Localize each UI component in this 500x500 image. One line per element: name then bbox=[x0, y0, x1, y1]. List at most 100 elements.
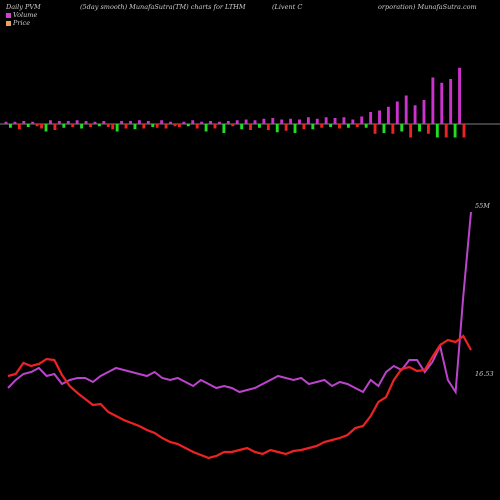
volume-bar bbox=[191, 120, 195, 124]
volume-bar bbox=[311, 124, 315, 130]
volume-bar bbox=[262, 118, 266, 124]
volume-bar bbox=[80, 124, 84, 129]
volume-bar bbox=[351, 119, 355, 124]
volume-bar bbox=[329, 124, 333, 127]
volume-bar bbox=[444, 124, 448, 138]
volume-bar bbox=[382, 124, 386, 133]
volume-bar bbox=[120, 121, 124, 124]
volume-bar bbox=[422, 100, 426, 124]
volume-bar bbox=[97, 124, 101, 127]
header-title: (5day smooth) MunafaSutra(TM) charts for… bbox=[80, 3, 246, 11]
volume-bar bbox=[57, 121, 61, 124]
volume-bar bbox=[173, 124, 177, 127]
volume-bar bbox=[124, 124, 128, 129]
volume-bar bbox=[418, 124, 421, 132]
volume-bar bbox=[373, 124, 377, 134]
volume-bar bbox=[200, 121, 204, 124]
volume-bar bbox=[435, 124, 439, 138]
volume-bar bbox=[338, 124, 341, 129]
volume-bar bbox=[164, 124, 168, 129]
header-company-a: (Livent C bbox=[272, 3, 303, 11]
volume-bar bbox=[222, 124, 226, 133]
volume-bar bbox=[49, 120, 52, 124]
volume-bar bbox=[133, 124, 137, 130]
volume-bar bbox=[386, 106, 390, 124]
volume-bar bbox=[115, 124, 119, 132]
volume-bar bbox=[289, 118, 293, 124]
legend-volume: Volume bbox=[6, 11, 37, 19]
volume-bar bbox=[235, 120, 239, 124]
volume-bar bbox=[151, 124, 155, 127]
volume-bar bbox=[169, 121, 172, 124]
volume-bar bbox=[102, 121, 106, 124]
volume-bar bbox=[22, 121, 26, 124]
volume-bar bbox=[93, 121, 97, 124]
volume-bar bbox=[26, 124, 30, 127]
volume-bar bbox=[258, 124, 261, 128]
volume-bar bbox=[40, 124, 44, 129]
volume-bar bbox=[240, 124, 244, 130]
volume-bars bbox=[4, 67, 466, 138]
annotation-high: 55M bbox=[475, 202, 490, 210]
legend-price-swatch bbox=[6, 20, 11, 26]
volume-bar bbox=[458, 67, 461, 124]
volume-bar bbox=[333, 118, 337, 124]
volume-bar bbox=[266, 124, 270, 130]
price-line bbox=[7, 334, 472, 460]
volume-bar bbox=[298, 119, 301, 124]
volume-bar bbox=[53, 124, 57, 130]
volume-bar bbox=[449, 79, 453, 124]
volume-bar bbox=[155, 124, 159, 128]
volume-bar bbox=[160, 120, 164, 124]
volume-bar bbox=[302, 124, 306, 130]
volume-bar bbox=[231, 124, 235, 127]
volume-bar bbox=[253, 120, 257, 124]
volume-bar bbox=[177, 124, 181, 127]
volume-bar bbox=[89, 124, 92, 127]
volume-bar bbox=[431, 77, 435, 124]
volume-bar bbox=[4, 121, 8, 124]
legend-volume-swatch bbox=[6, 12, 11, 18]
volume-bar bbox=[413, 105, 417, 124]
volume-bar bbox=[426, 124, 430, 134]
volume-bar bbox=[217, 121, 221, 124]
volume-bar bbox=[293, 124, 297, 133]
volume-bar bbox=[360, 116, 364, 124]
volume-bar bbox=[400, 124, 404, 132]
volume-bar bbox=[84, 121, 88, 124]
volume-bar bbox=[244, 119, 248, 124]
annotation-low: 16.53 bbox=[475, 370, 494, 378]
volume-bar bbox=[284, 124, 288, 131]
volume-bar bbox=[346, 124, 350, 128]
volume-bar bbox=[453, 124, 457, 138]
volume-bar bbox=[17, 124, 21, 130]
volume-bar bbox=[280, 119, 284, 124]
volume-bar bbox=[391, 124, 395, 134]
volume-bar bbox=[66, 121, 70, 124]
header-left: Daily PVM bbox=[6, 3, 41, 11]
volume-bar bbox=[35, 124, 39, 127]
volume-bar bbox=[13, 121, 17, 124]
volume-bar bbox=[369, 112, 373, 124]
volume-bar bbox=[462, 124, 466, 138]
volume-bar bbox=[342, 117, 346, 124]
volume-bar bbox=[137, 120, 141, 124]
volume-bar bbox=[364, 124, 368, 128]
volume-bar bbox=[142, 124, 146, 129]
volume-bar bbox=[71, 124, 75, 127]
volume-line bbox=[7, 211, 472, 396]
volume-bar bbox=[195, 124, 199, 129]
volume-bar bbox=[44, 124, 48, 132]
volume-bar bbox=[249, 124, 253, 130]
volume-bar bbox=[209, 121, 212, 124]
volume-bar bbox=[62, 124, 66, 128]
volume-bar bbox=[324, 117, 328, 124]
volume-bar bbox=[75, 120, 79, 124]
volume-bar bbox=[320, 124, 324, 128]
volume-bar bbox=[440, 82, 444, 124]
volume-bar bbox=[275, 124, 279, 133]
volume-bar bbox=[355, 124, 359, 127]
volume-bar bbox=[378, 110, 381, 124]
volume-bar bbox=[182, 121, 186, 124]
